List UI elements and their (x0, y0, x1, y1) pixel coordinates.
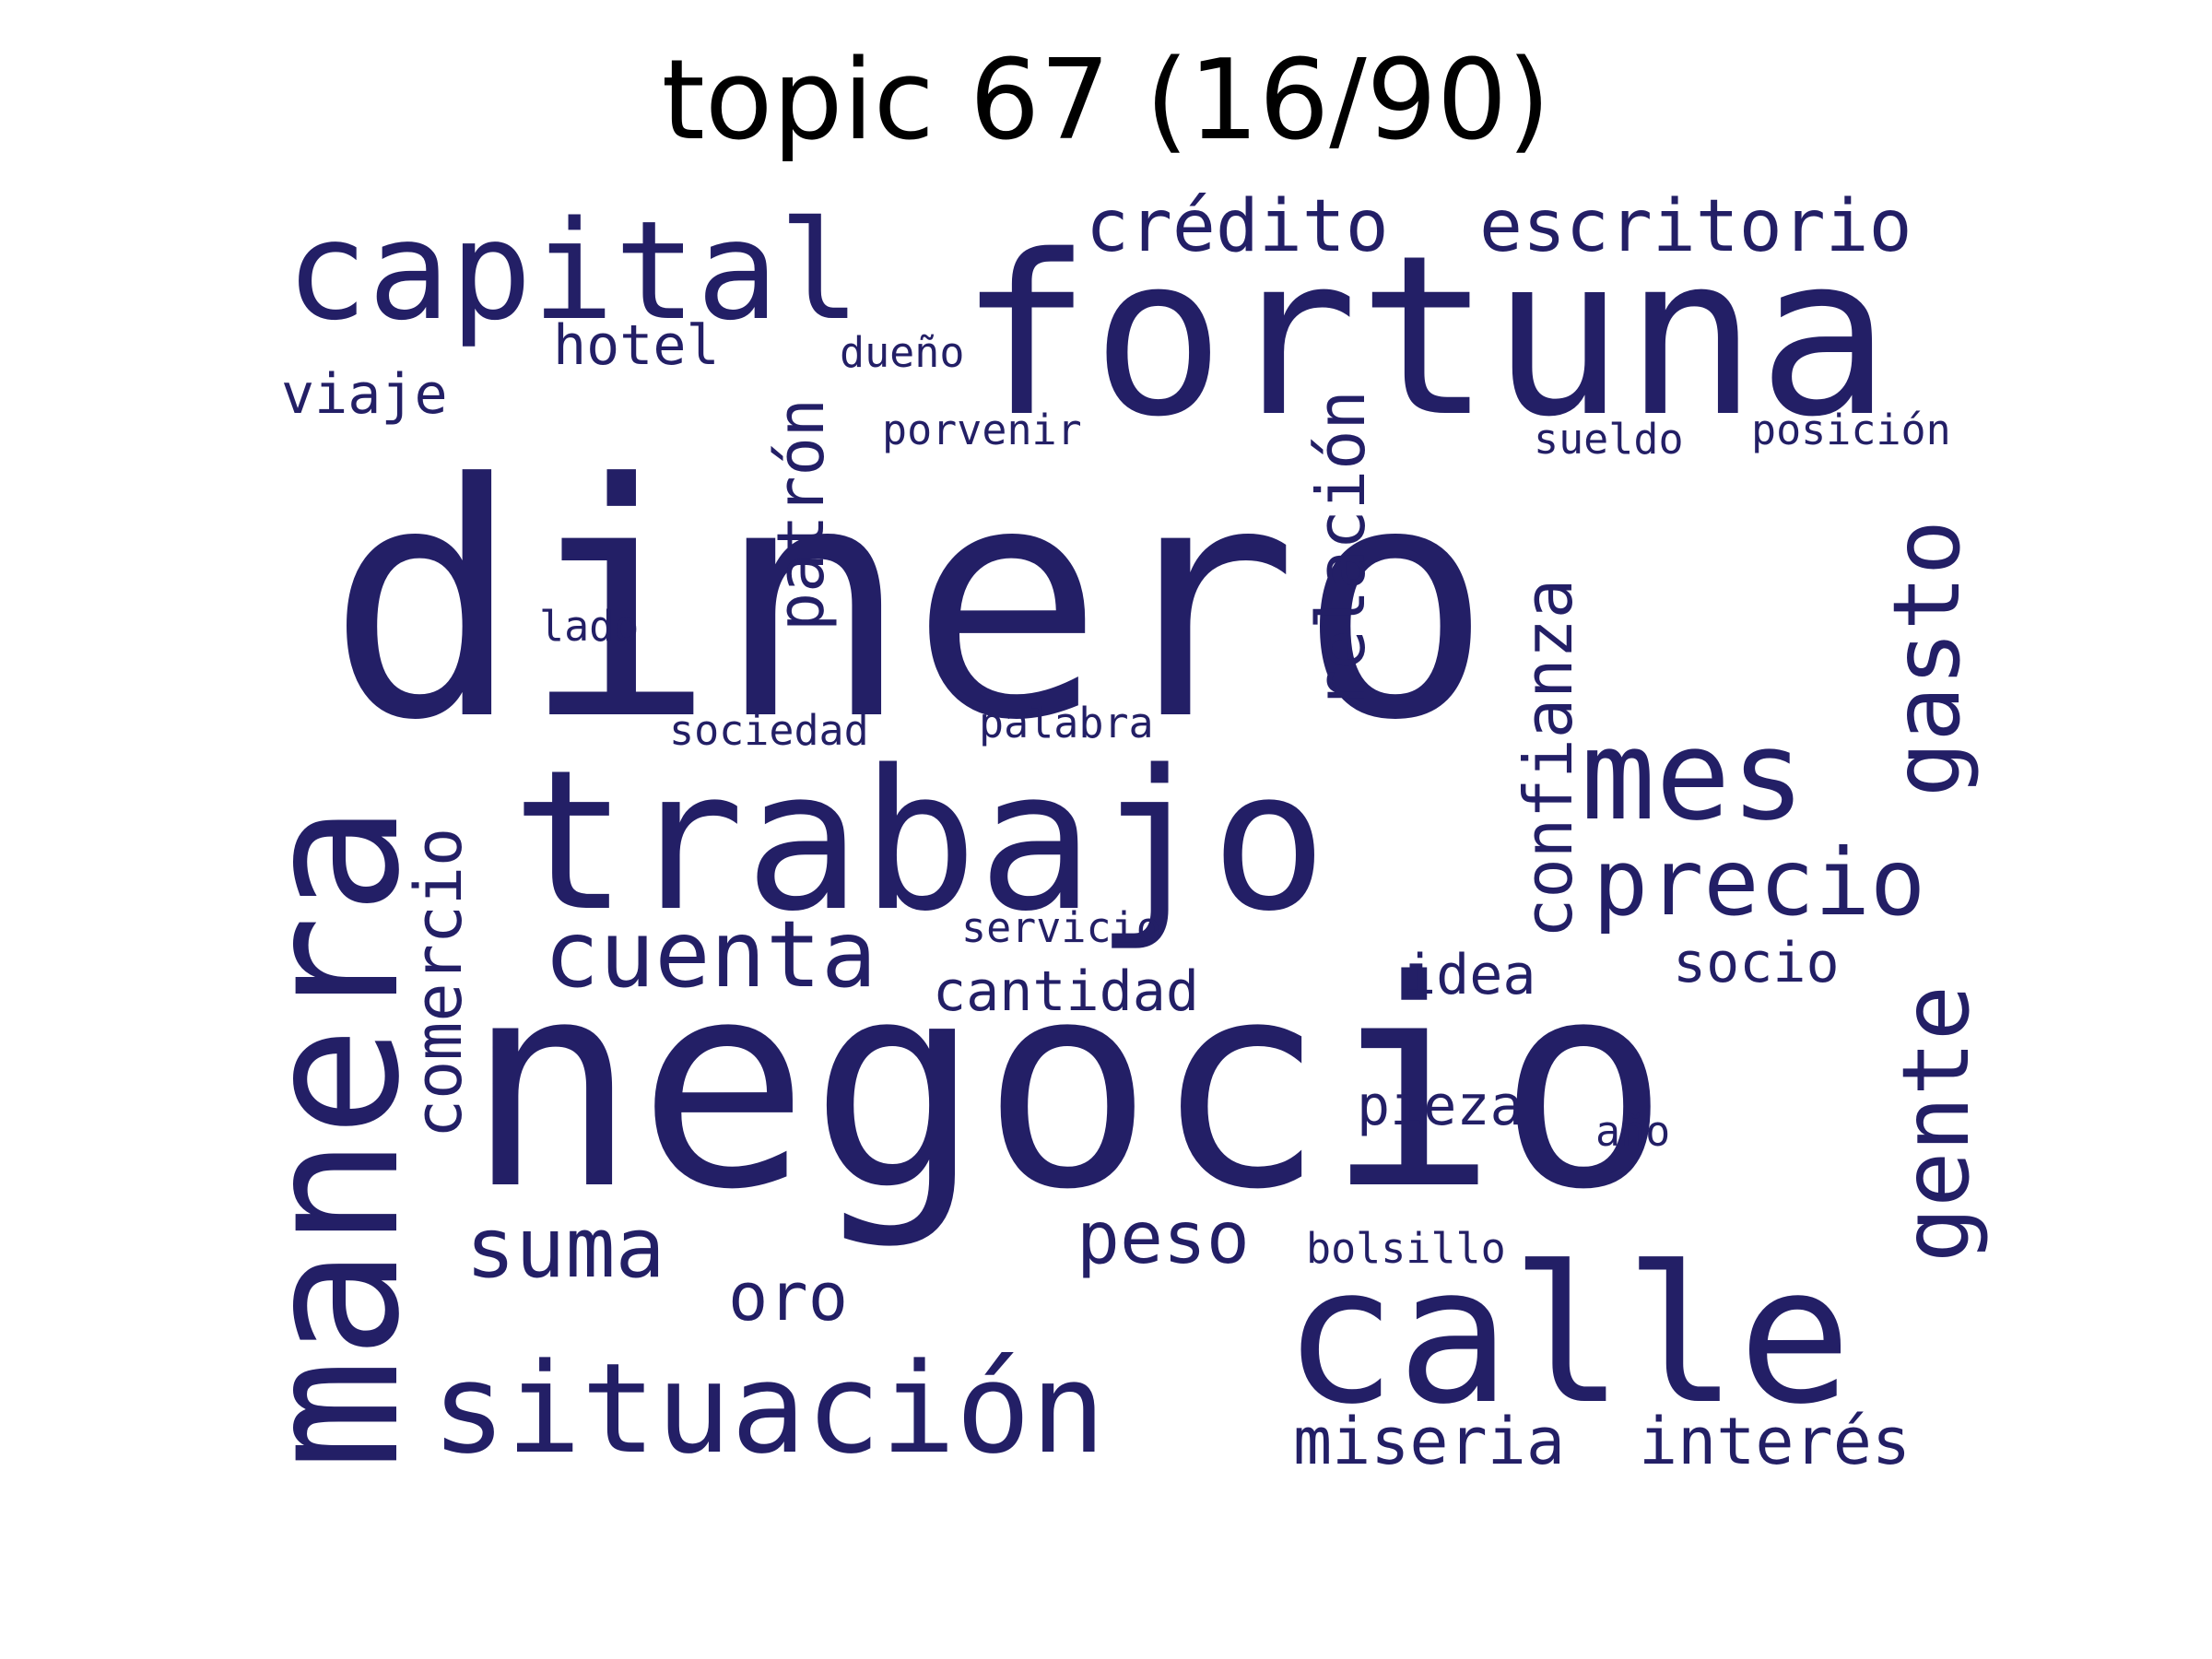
cloud-word: confianza (1510, 579, 1587, 938)
cloud-word: relación (1302, 390, 1380, 710)
cloud-word: capital (286, 192, 861, 350)
cloud-word: dueño (840, 328, 964, 377)
cloud-word: cantidad (933, 959, 1199, 1024)
cloud-word: gasto (1873, 520, 1981, 797)
cloud-word: hotel (553, 313, 720, 378)
cloud-word: escritorio (1479, 185, 1912, 268)
cloud-word: trabajo (512, 728, 1327, 954)
cloud-word: sueldo (1534, 415, 1684, 464)
cloud-word: servicio (961, 903, 1161, 952)
cloud-word: palabra (979, 699, 1154, 747)
cloud-word: bolsillo (1306, 1224, 1506, 1273)
cloud-word: posición (1751, 406, 1951, 454)
cloud-word: socio (1673, 931, 1840, 995)
cloud-word: peso (1077, 1197, 1250, 1280)
cloud-word: viaje (281, 362, 448, 427)
cloud-word: patrón (763, 398, 839, 631)
cloud-word: interés (1639, 1404, 1911, 1479)
page-title: topic 67 (16/90) (661, 37, 1551, 165)
cloud-word: sociedad (669, 706, 869, 755)
cloud-word: año (1595, 1107, 1670, 1156)
cloud-word: lado (539, 602, 639, 651)
cloud-word: cuenta (544, 900, 877, 1008)
cloud-word: manera (226, 805, 441, 1470)
cloud-word: oro (728, 1258, 848, 1335)
cloud-word: miseria (1293, 1404, 1565, 1479)
cloud-word: calle (1283, 1227, 1852, 1446)
cloud-word: dinero (327, 415, 1492, 791)
cloud-word: comercio (401, 828, 477, 1138)
cloud-word: situación (431, 1336, 1106, 1481)
cloud-word: fortuna (959, 207, 1890, 465)
cloud-word: gente (1882, 985, 1990, 1263)
cloud-word: crédito (1086, 185, 1389, 268)
cloud-word: negocio (465, 920, 1669, 1253)
cloud-word: suma (465, 1200, 665, 1297)
cloud-word: precio (1593, 829, 1925, 936)
cloud-word: idea (1403, 943, 1536, 1007)
cloud-word: pieza (1357, 1074, 1524, 1138)
cloud-word: porvenir (882, 406, 1082, 454)
cloud-word: mes (1581, 703, 1806, 848)
